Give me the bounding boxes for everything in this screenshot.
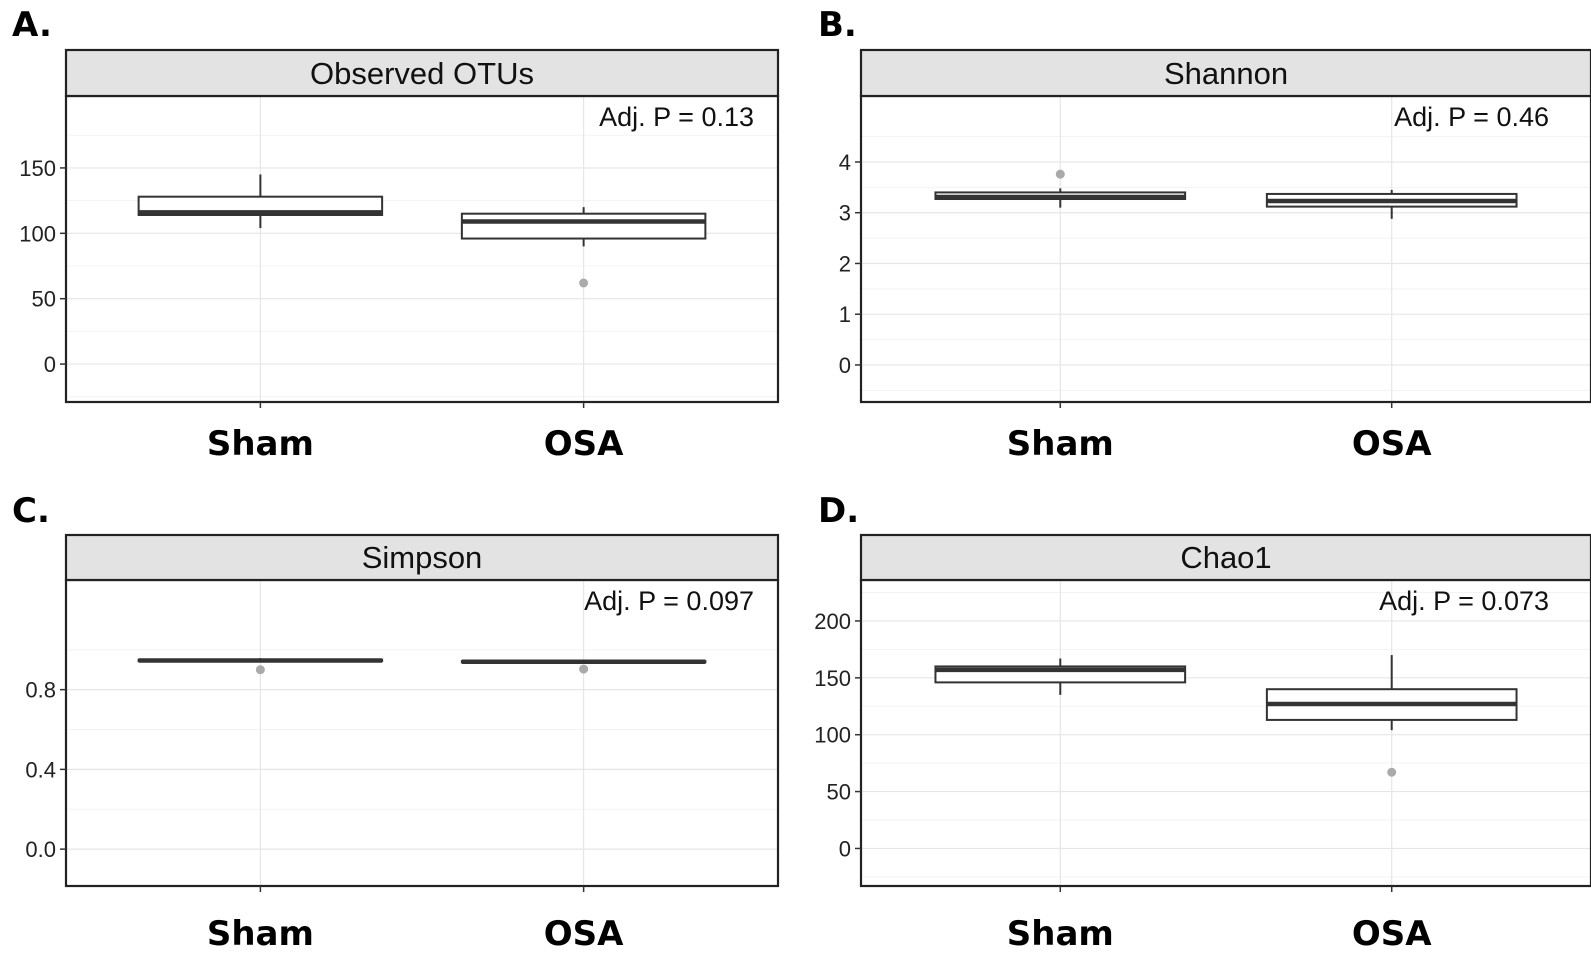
facet-strip xyxy=(64,48,780,98)
box-osa xyxy=(1265,189,1518,219)
y-tick-label: 0 xyxy=(839,836,851,861)
y-tick-label: 150 xyxy=(814,666,851,691)
box-sham xyxy=(934,169,1187,208)
panel-a: A. Observed OTUs 0 50 100 150 Sham OSA Adj. P = … xyxy=(12,5,780,464)
y-tick-label: 1 xyxy=(839,302,851,327)
panel-letter: A. xyxy=(12,5,52,45)
facet-title: Observed OTUs xyxy=(310,56,534,91)
box-sham xyxy=(137,174,384,229)
p-value-annotation: Adj. P = 0.097 xyxy=(584,586,754,616)
p-value-annotation: Adj. P = 0.073 xyxy=(1379,586,1549,616)
x-category-label: Sham xyxy=(207,914,314,954)
facet-title: Chao1 xyxy=(1180,540,1271,575)
panel-d: D. Chao1 0 50 100 150 200 Sham OSA Adj. P = 0.073 xyxy=(814,491,1591,954)
y-tick-label: 4 xyxy=(839,150,851,175)
y-tick-label: 0.0 xyxy=(25,837,56,862)
panel-letter: D. xyxy=(818,491,859,531)
box-body xyxy=(460,212,707,240)
box-osa xyxy=(460,207,707,288)
x-category-label: Sham xyxy=(1007,424,1114,464)
y-tick-label: 0.8 xyxy=(25,678,56,703)
outlier-point xyxy=(1387,767,1397,777)
outlier-point xyxy=(1055,169,1065,179)
y-tick-label: 2 xyxy=(839,251,851,276)
y-tick-label: 100 xyxy=(19,221,56,246)
outlier-point xyxy=(579,278,589,288)
box-sham xyxy=(137,658,384,675)
plot-background xyxy=(861,96,1591,402)
panel-letter: C. xyxy=(12,491,50,531)
y-tick-label: 0.4 xyxy=(25,757,56,782)
x-category-label: OSA xyxy=(1352,424,1432,464)
box-osa xyxy=(460,659,707,674)
plot-background xyxy=(66,580,778,886)
y-tick-label: 100 xyxy=(814,723,851,748)
outlier-point xyxy=(579,664,589,674)
y-tick-label: 150 xyxy=(19,156,56,181)
box-sham xyxy=(934,658,1187,695)
y-tick-label: 3 xyxy=(839,201,851,226)
p-value-annotation: Adj. P = 0.13 xyxy=(599,102,754,132)
x-category-label: Sham xyxy=(207,424,314,464)
box-osa xyxy=(1265,655,1518,777)
plot-background xyxy=(66,96,778,402)
facet-title: Shannon xyxy=(1164,56,1288,91)
facet-title: Simpson xyxy=(362,540,483,575)
y-tick-label: 200 xyxy=(814,609,851,634)
p-value-annotation: Adj. P = 0.46 xyxy=(1394,102,1549,132)
y-tick-label: 0 xyxy=(839,353,851,378)
x-category-label: Sham xyxy=(1007,914,1114,954)
panel-c: C. Simpson 0.0 0.4 0.8 Sham OSA Adj. P = 0.097 xyxy=(12,491,780,954)
panel-letter: B. xyxy=(818,5,857,45)
outlier-point xyxy=(255,665,265,675)
facet-strip xyxy=(859,533,1591,582)
y-tick-label: 0 xyxy=(44,352,56,377)
x-category-label: OSA xyxy=(544,914,624,954)
plot-background xyxy=(861,580,1591,886)
facet-strip xyxy=(64,533,780,582)
x-category-label: OSA xyxy=(544,424,624,464)
y-tick-label: 50 xyxy=(827,780,851,805)
x-category-label: OSA xyxy=(1352,914,1432,954)
panel-b: B. Shannon 0 1 2 3 4 Sham OSA Adj. P = 0.46 xyxy=(818,5,1591,464)
y-tick-label: 50 xyxy=(32,287,56,312)
facet-strip xyxy=(859,48,1591,98)
